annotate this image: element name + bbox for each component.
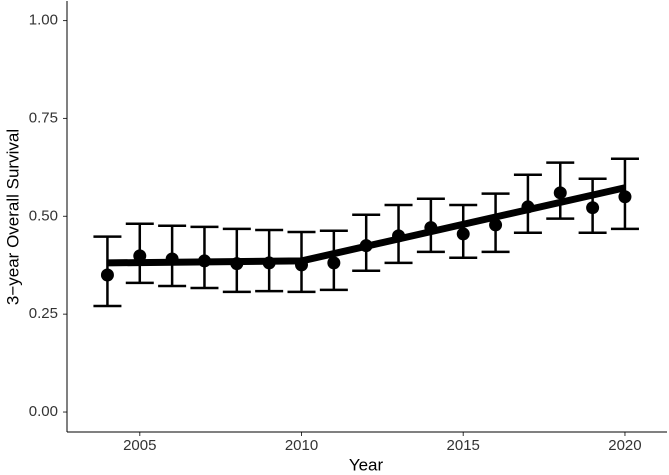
point [262, 256, 276, 270]
point [618, 190, 632, 204]
point [133, 249, 147, 263]
point [489, 218, 503, 232]
x-tick-label: 2020 [608, 437, 641, 454]
point [553, 186, 567, 200]
point [295, 258, 309, 272]
x-tick-label: 2005 [123, 437, 156, 454]
point [327, 256, 341, 270]
point [100, 268, 114, 282]
x-tick-label: 2010 [285, 437, 318, 454]
point [392, 229, 406, 243]
point [586, 201, 600, 215]
point [521, 200, 535, 214]
y-tick-label: 0.00 [29, 403, 58, 420]
y-axis-title: 3−year Overall Survival [3, 129, 22, 305]
x-axis-title: Year [349, 455, 384, 474]
point [197, 254, 211, 268]
y-tick-label: 0.50 [29, 207, 58, 224]
y-tick-label: 1.00 [29, 12, 58, 29]
x-tick-label: 2015 [447, 437, 480, 454]
y-tick-label: 0.75 [29, 109, 58, 126]
point [456, 227, 470, 241]
point [230, 257, 244, 271]
y-tick-label: 0.25 [29, 305, 58, 322]
point [165, 252, 179, 266]
point [359, 239, 373, 253]
point [424, 221, 438, 235]
